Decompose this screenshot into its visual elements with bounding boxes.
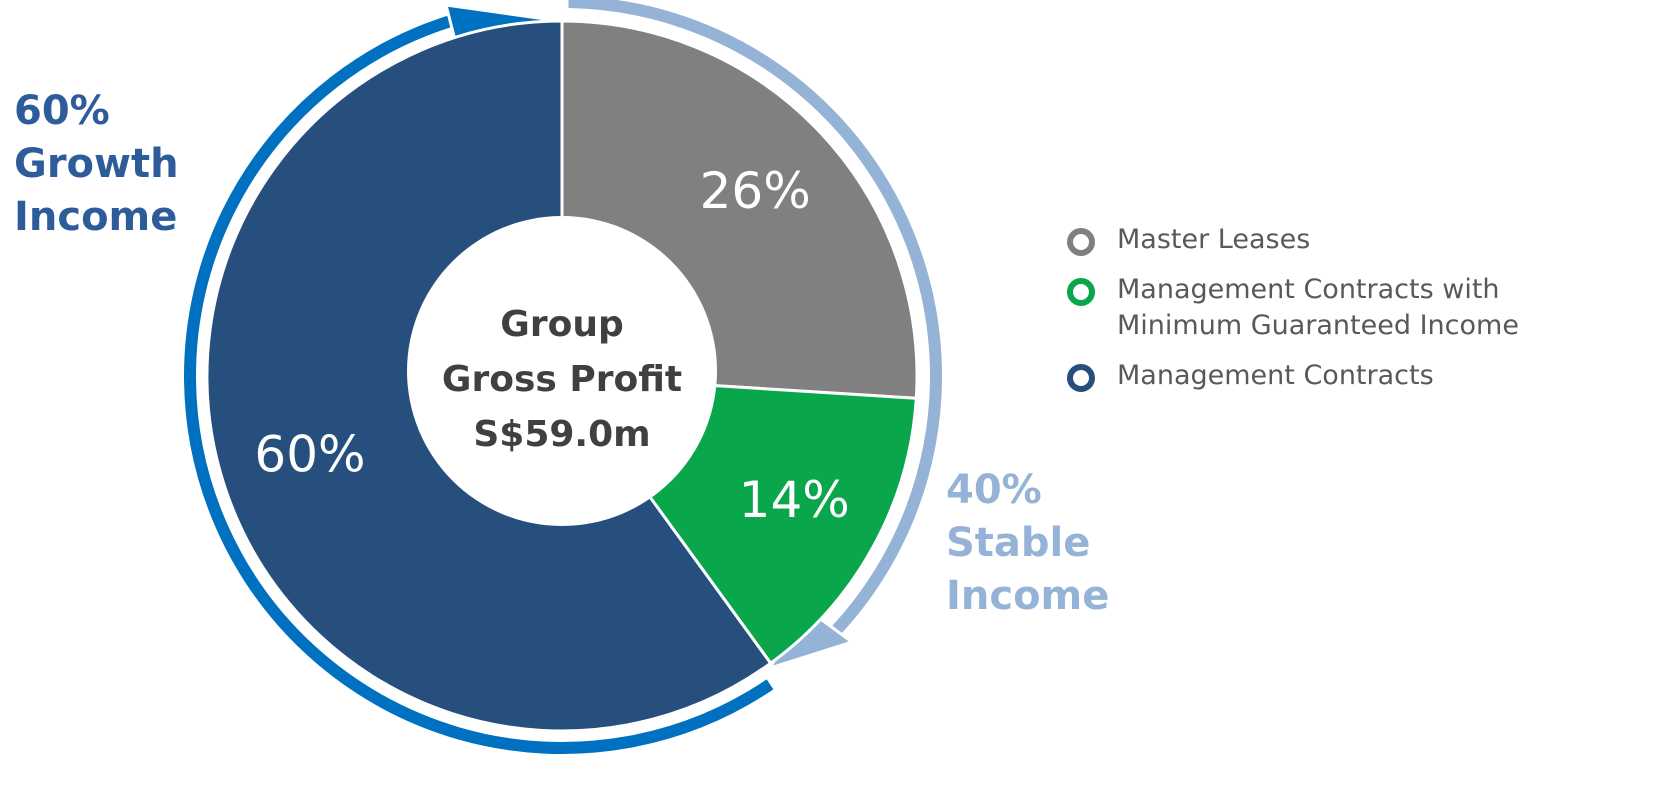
legend-label: Management Contracts — [1117, 360, 1434, 391]
annotation: 60% — [14, 88, 110, 134]
donut-hole — [407, 216, 717, 526]
legend-item: Master Leases — [1065, 222, 1665, 258]
annotation: 40% — [946, 467, 1042, 513]
legend-marker — [1067, 228, 1095, 256]
legend: Master Leases Management Contracts with M… — [1065, 222, 1665, 408]
legend-label: Management Contracts with Minimum Guaran… — [1117, 274, 1519, 341]
legend-item: Management Contracts — [1065, 358, 1665, 394]
annotation: Income — [946, 573, 1109, 619]
slice-label: 14% — [739, 471, 850, 529]
annotation: Growth — [14, 141, 179, 187]
center-text: Gross Profit — [442, 359, 682, 400]
legend-label: Master Leases — [1117, 224, 1311, 255]
center-text: Group — [500, 304, 623, 345]
legend-marker — [1067, 278, 1095, 306]
annotation: Stable — [946, 520, 1090, 566]
stable-arrow-arc — [568, 0, 942, 640]
annotation: Income — [14, 194, 177, 240]
legend-item: Management Contracts with Minimum Guaran… — [1065, 272, 1665, 344]
slice-label: 26% — [700, 162, 811, 220]
slice-label: 60% — [254, 425, 365, 483]
legend-marker — [1067, 364, 1095, 392]
center-text: S$59.0m — [473, 414, 650, 455]
growth-arrow-arc — [184, 9, 774, 754]
